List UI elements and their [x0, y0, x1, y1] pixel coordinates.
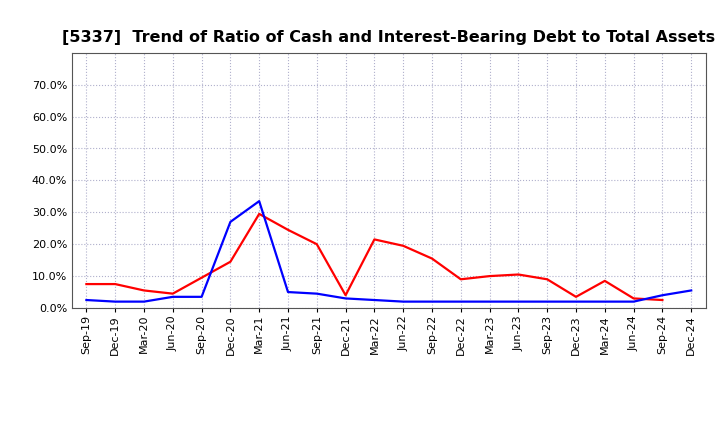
Interest-Bearing Debt — [341, 296, 350, 301]
Interest-Bearing Debt — [111, 299, 120, 304]
Cash — [428, 256, 436, 261]
Interest-Bearing Debt — [485, 299, 494, 304]
Cash — [140, 288, 148, 293]
Cash — [370, 237, 379, 242]
Interest-Bearing Debt — [629, 299, 638, 304]
Cash — [226, 259, 235, 264]
Interest-Bearing Debt — [284, 290, 292, 295]
Line: Cash: Cash — [86, 214, 662, 300]
Cash — [255, 211, 264, 216]
Interest-Bearing Debt — [82, 297, 91, 303]
Cash — [341, 293, 350, 298]
Line: Interest-Bearing Debt: Interest-Bearing Debt — [86, 201, 691, 302]
Cash — [312, 242, 321, 247]
Cash — [543, 277, 552, 282]
Interest-Bearing Debt — [428, 299, 436, 304]
Cash — [456, 277, 465, 282]
Cash — [82, 282, 91, 287]
Cash — [572, 294, 580, 300]
Cash — [514, 272, 523, 277]
Cash — [658, 297, 667, 303]
Interest-Bearing Debt — [312, 291, 321, 296]
Interest-Bearing Debt — [255, 198, 264, 204]
Interest-Bearing Debt — [658, 293, 667, 298]
Interest-Bearing Debt — [456, 299, 465, 304]
Interest-Bearing Debt — [687, 288, 696, 293]
Interest-Bearing Debt — [543, 299, 552, 304]
Cash — [600, 278, 609, 283]
Interest-Bearing Debt — [197, 294, 206, 300]
Cash — [168, 291, 177, 296]
Interest-Bearing Debt — [514, 299, 523, 304]
Title: [5337]  Trend of Ratio of Cash and Interest-Bearing Debt to Total Assets: [5337] Trend of Ratio of Cash and Intere… — [62, 29, 716, 45]
Cash — [197, 275, 206, 280]
Interest-Bearing Debt — [168, 294, 177, 300]
Interest-Bearing Debt — [226, 219, 235, 224]
Cash — [629, 296, 638, 301]
Cash — [485, 273, 494, 279]
Cash — [111, 282, 120, 287]
Interest-Bearing Debt — [399, 299, 408, 304]
Interest-Bearing Debt — [600, 299, 609, 304]
Cash — [399, 243, 408, 249]
Interest-Bearing Debt — [140, 299, 148, 304]
Interest-Bearing Debt — [572, 299, 580, 304]
Interest-Bearing Debt — [370, 297, 379, 303]
Cash — [284, 227, 292, 232]
